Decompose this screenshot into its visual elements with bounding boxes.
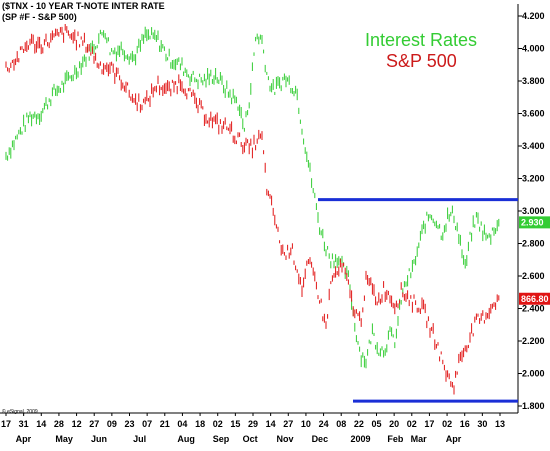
x-tick-label: 27 [283, 419, 293, 429]
x-month-label: Feb [387, 434, 404, 444]
x-month-label: Apr [446, 434, 462, 444]
x-tick-label: 29 [248, 419, 258, 429]
x-tick-label: 21 [160, 419, 170, 429]
x-tick-label: 31 [19, 419, 29, 429]
x-tick-label: 02 [407, 419, 417, 429]
x-tick-label: 12 [72, 419, 82, 429]
x-tick-label: 17 [1, 419, 11, 429]
y-tick-label: 3.000 [522, 206, 545, 216]
y-tick-label: 2.000 [522, 369, 545, 379]
copyright-text: © eSignal, 2009 [2, 409, 38, 415]
x-tick-label: 17 [424, 419, 434, 429]
x-month-label: Aug [177, 434, 195, 444]
y-tick-label: 2.600 [522, 271, 545, 281]
last-value-sp-box [519, 292, 550, 305]
x-month-label: Oct [243, 434, 258, 444]
y-tick-label: 2.200 [522, 336, 545, 346]
y-tick-label: 3.800 [522, 76, 545, 86]
x-tick-label: 27 [89, 419, 99, 429]
chart-header-line1: ($TNX - 10 YEAR T-NOTE INTER RATE [2, 1, 165, 11]
series-interest [5, 26, 500, 369]
x-tick-label: 22 [354, 419, 364, 429]
x-tick-label: 18 [195, 419, 205, 429]
x-month-label: Nov [276, 434, 293, 444]
x-month-label: Jun [91, 434, 107, 444]
legend-sp500: S&P 500 [386, 51, 457, 71]
x-tick-label: 04 [177, 419, 187, 429]
y-tick-label: 1.800 [522, 401, 545, 411]
y-tick-label: 3.600 [522, 109, 545, 119]
x-month-label: Mar [411, 434, 428, 444]
last-value-sp: 866.80 [521, 294, 549, 304]
x-month-label: 2009 [351, 434, 371, 444]
x-tick-label: 15 [230, 419, 240, 429]
x-tick-label: 14 [36, 419, 46, 429]
x-month-label: Jul [133, 434, 146, 444]
last-value-interest: 2.930 [521, 217, 544, 227]
y-tick-label: 3.400 [522, 141, 545, 151]
x-tick-label: 07 [142, 419, 152, 429]
x-tick-label: 09 [107, 419, 117, 429]
chart-header-line2: (SP #F - S&P 500) [2, 12, 77, 22]
x-month-label: Apr [16, 434, 32, 444]
legend-interest-rates: Interest Rates [365, 30, 478, 50]
x-tick-label: 24 [319, 419, 329, 429]
x-tick-label: 20 [389, 419, 399, 429]
x-tick-label: 10 [301, 419, 311, 429]
y-tick-label: 3.200 [522, 174, 545, 184]
x-tick-label: 23 [124, 419, 134, 429]
y-tick-label: 2.400 [522, 304, 545, 314]
x-month-label: Dec [312, 434, 329, 444]
x-tick-label: 13 [495, 419, 505, 429]
x-tick-label: 08 [336, 419, 346, 429]
x-tick-label: 02 [442, 419, 452, 429]
y-tick-label: 2.800 [522, 239, 545, 249]
x-tick-label: 16 [460, 419, 470, 429]
last-value-interest-box [519, 216, 550, 229]
y-tick-label: 4.200 [522, 11, 545, 21]
x-tick-label: 30 [477, 419, 487, 429]
x-tick-label: 02 [213, 419, 223, 429]
x-month-label: May [55, 434, 73, 444]
x-tick-label: 05 [371, 419, 381, 429]
x-tick-label: 14 [266, 419, 276, 429]
x-month-label: Sep [213, 434, 230, 444]
y-tick-label: 4.000 [522, 44, 545, 54]
x-tick-label: 28 [54, 419, 64, 429]
series-sp [5, 24, 500, 395]
